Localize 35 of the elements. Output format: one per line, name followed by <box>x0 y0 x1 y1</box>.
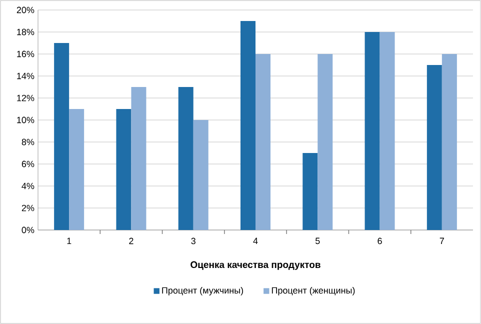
x-tick-label: 6 <box>378 238 382 244</box>
bar <box>442 54 457 230</box>
x-axis-title: Оценка качества продуктов <box>190 261 320 270</box>
x-tick-label: 5 <box>316 238 320 244</box>
bar <box>256 54 270 230</box>
bar <box>178 86 194 230</box>
bar <box>193 120 208 230</box>
x-tick-label: 7 <box>440 238 444 244</box>
y-tick-label: 16% <box>17 50 34 58</box>
y-tick-label: 4% <box>22 182 34 190</box>
y-tick-label: 6% <box>22 160 34 168</box>
legend-label: Процент (мужчины) <box>162 286 244 296</box>
bar <box>69 108 84 230</box>
bar <box>131 86 146 230</box>
x-tick-label: 1 <box>67 238 72 244</box>
bar <box>302 152 318 230</box>
y-tick-label: 12% <box>17 94 34 102</box>
bar <box>116 108 132 230</box>
bar <box>318 54 333 230</box>
y-tick-label: 20% <box>16 6 34 14</box>
x-tick-label: 3 <box>191 238 196 244</box>
y-tick-label: 0% <box>22 226 34 234</box>
bar <box>240 20 256 230</box>
bar <box>54 42 70 230</box>
legend-label: Процент (женщины) <box>272 286 355 296</box>
x-tick-label: 4 <box>253 238 258 244</box>
bar <box>364 32 380 230</box>
y-tick-label: 10% <box>17 116 34 124</box>
x-tick-label: 2 <box>129 238 134 244</box>
y-tick-label: 18% <box>17 28 34 36</box>
bar <box>380 32 395 230</box>
bar <box>426 64 442 230</box>
y-tick-label: 14% <box>17 72 34 80</box>
y-tick-label: 8% <box>22 138 34 146</box>
y-tick-label: 2% <box>22 204 34 212</box>
